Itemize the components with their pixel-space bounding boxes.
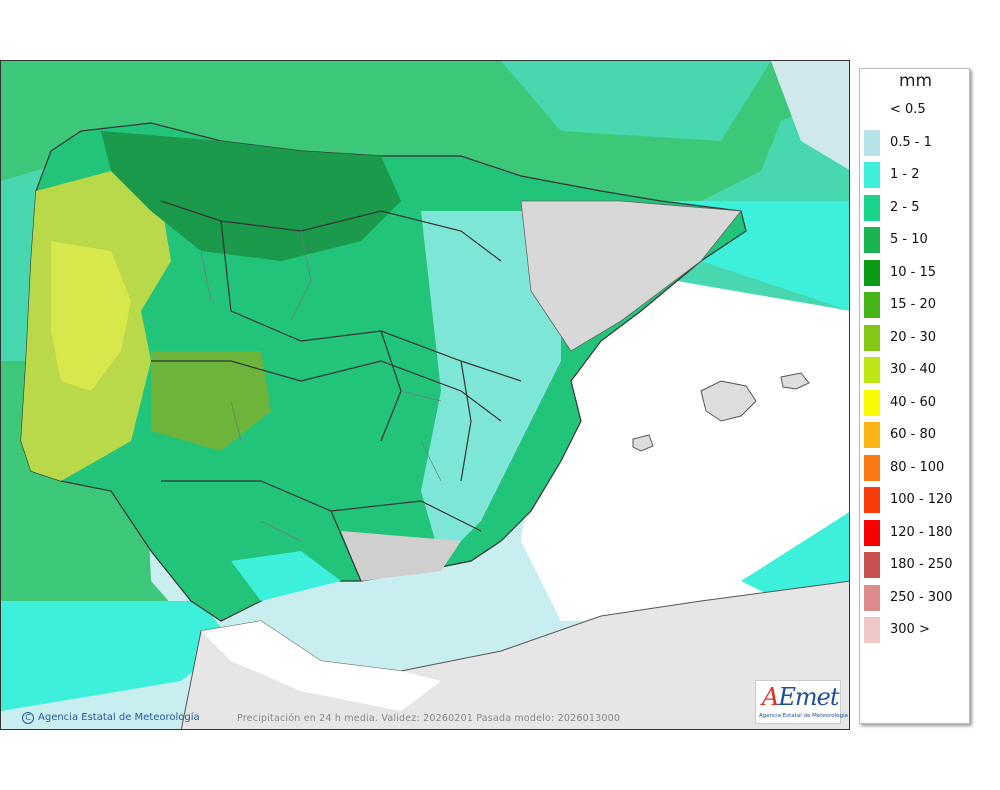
sw-cyan-band [1,601,231,711]
legend-swatch [864,162,880,188]
aemet-logo-wordmark: AEmet [762,683,839,711]
legend-label: 100 - 120 [890,492,953,507]
legend-swatch [864,227,880,253]
map-canvas [1,61,849,729]
legend-item: 100 - 120 [864,487,968,513]
west-yellow-core [51,241,131,391]
legend-swatch [864,422,880,448]
ne-light-area [771,61,849,170]
legend-swatch [864,519,880,546]
legend-label: 10 - 15 [890,264,937,280]
legend-label: 60 - 80 [890,427,937,442]
legend-swatch [864,617,880,643]
map-caption: Precipitación en 24 h media. Validez: 20… [237,713,621,724]
legend-label: 1 - 2 [890,167,920,182]
legend-item: 1 - 2 [864,162,968,188]
med-south-cyan [741,512,849,601]
legend-label: 40 - 60 [890,394,937,410]
center-west-green [151,351,271,451]
copyright-icon: C [22,712,34,724]
legend-item: 80 - 100 [864,454,968,481]
south-cyan-area [231,551,341,601]
legend-item: 20 - 30 [864,324,968,351]
legend-item: < 0.5 [864,97,968,123]
legend-label: 20 - 30 [890,329,937,345]
legend-label: 15 - 20 [890,297,937,312]
legend-label: 2 - 5 [890,199,920,215]
precipitation-map [0,60,850,730]
north-green-band [1,61,849,221]
east-cyan-area [421,211,561,561]
legend-label: 300 > [890,622,930,637]
legend-swatch [864,584,880,611]
legend: mm < 0.5 0.5 - 1 1 - 2 2 - 5 5 - 10 10 - 15 15… [859,68,970,724]
legend-item: 60 - 80 [864,422,968,448]
aemet-logo-subtitle: Agencia Estatal de Meteorología [759,713,848,719]
province-borders [200,230,442,542]
legend-swatch [864,292,880,318]
legend-swatch [864,552,880,578]
legend-label: < 0.5 [890,102,926,117]
legend-item: 250 - 300 [864,584,968,611]
north-dark-green [101,131,401,261]
legend-swatch [864,324,880,351]
legend-label: 80 - 100 [890,459,945,475]
legend-item: 300 > [864,617,968,643]
legend-item: 180 - 250 [864,552,968,578]
legend-label: 0.5 - 1 [890,134,932,150]
legend-item: 120 - 180 [864,519,968,546]
credit-text: Agencia Estatal de Meteorología [38,712,200,723]
ibiza-island [632,434,654,452]
southeast-dry-area [341,531,461,581]
legend-swatch [864,389,880,416]
legend-item: 15 - 20 [864,292,968,318]
legend-label: 180 - 250 [890,557,953,572]
legend-label: 120 - 180 [890,524,953,540]
legend-label: 250 - 300 [890,589,953,605]
legend-swatch [864,129,880,156]
legend-item: 5 - 10 [864,227,968,253]
legend-item: 40 - 60 [864,389,968,416]
aemet-credit: C Agencia Estatal de Meteorología [22,712,200,724]
northeast-dry-area [520,200,742,352]
legend-item: 30 - 40 [864,357,968,383]
legend-item: 0.5 - 1 [864,129,968,156]
legend-label: 30 - 40 [890,362,937,377]
alboran-sea [201,621,441,711]
legend-swatch [864,357,880,383]
legend-swatch [864,487,880,513]
legend-label: 5 - 10 [890,232,928,247]
legend-item: 10 - 15 [864,259,968,286]
menorca-island [780,372,810,390]
legend-swatch [864,454,880,481]
mallorca-island [700,380,757,422]
legend-swatch [864,97,880,123]
legend-item: 2 - 5 [864,194,968,221]
legend-swatch [864,259,880,286]
legend-unit: mm [898,71,933,91]
mediterranean-dry [521,261,849,621]
legend-swatch [864,194,880,221]
aemet-logo: AEmet Agencia Estatal de Meteorología [755,680,848,724]
